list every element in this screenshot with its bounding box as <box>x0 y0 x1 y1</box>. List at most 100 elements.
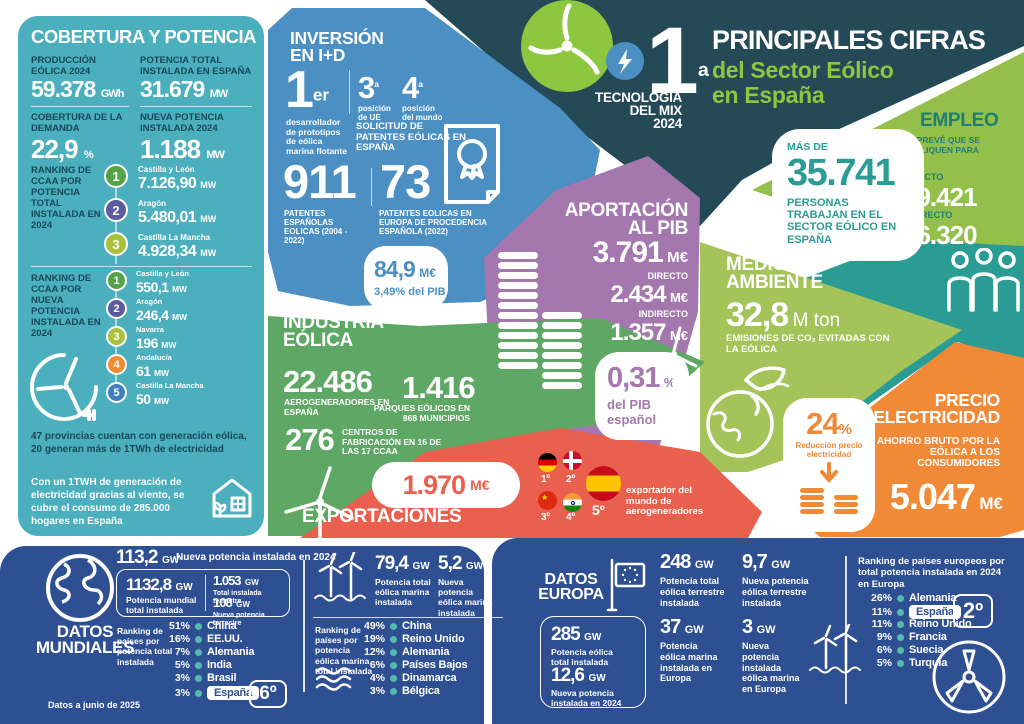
mundiales-ranking-label: Ranking de países por potencia total ins… <box>117 626 173 667</box>
industria-title: INDUSTRIA EÓLICA <box>283 312 384 352</box>
dot-icon <box>897 646 904 654</box>
divider <box>303 560 305 692</box>
mundiales-terr-nueva: 108 GW Nueva potencia terrestre <box>213 595 265 628</box>
turbine-circle-icon <box>930 638 1008 716</box>
mundiales-total: 1132,8 GW <box>126 575 193 594</box>
spain-europe-rank-badge: 2º <box>953 594 993 628</box>
mundiales-nueva-label: Nueva potencia instalada en 2024 <box>176 552 336 563</box>
dot-icon <box>390 622 397 630</box>
divider <box>31 266 252 267</box>
flag-espana <box>586 466 621 501</box>
ranking-item: Aragón 5.480,01 MW <box>138 199 217 226</box>
stat-value: 1.188 MW <box>140 134 225 164</box>
europa-marina-total: 37 GW Potencia eólica marina instalada e… <box>660 616 718 684</box>
export-text: exportador del mundo de aerogeneradores <box>626 485 704 518</box>
export-bubble: 1.970 M€ <box>372 462 520 508</box>
mix-caption: TECNOLOGÍA DEL MIX 2024 <box>595 90 682 131</box>
ranking-total-label: RANKING DE CCAA POR POTENCIA TOTAL INSTA… <box>31 165 101 231</box>
ranking-row: 4% Dinamarca <box>369 672 457 684</box>
ranking-row: 51% China <box>168 620 237 632</box>
turbine-outline-icon <box>642 320 706 390</box>
ranking-row: 9% Francia <box>876 631 947 643</box>
divider <box>349 70 350 114</box>
precio-value: 5.047 M€ <box>889 476 1003 517</box>
europa-title: DATOS EUROPA <box>538 571 604 604</box>
rank-circle-3: 3 <box>104 232 128 256</box>
precio-text: AHORRO BRUTO POR LA EÓLICA A LOS CONSUMI… <box>876 436 1000 470</box>
turbine-outline-icon <box>278 458 362 546</box>
mundiales-box: 1132,8 GW Potencia mundial total instala… <box>116 569 290 627</box>
precio-bubble-value: 24% <box>806 406 852 441</box>
rank-circle-2: 2 <box>106 298 127 319</box>
dot-icon <box>897 633 904 641</box>
inversion-title: INVERSIÓN EN I+D <box>290 28 384 65</box>
ranking-row: 3% Brasil <box>174 672 237 684</box>
ranking-item: Castilla La Mancha 50 MW <box>136 381 204 407</box>
medio-title: MEDIO AMBIENTE <box>726 254 823 294</box>
flag-rank: 2º <box>566 474 576 485</box>
ranking-row: 6% Suecia <box>876 644 944 656</box>
ranking-nueva-label: RANKING DE CCAA POR NUEVA POTENCIA INSTA… <box>31 273 101 339</box>
inversion-third: 3ª posición de UE <box>358 70 391 122</box>
europa-box: 285 GW Potencia eólica total instalada 1… <box>540 616 646 708</box>
stat-value: 59.378 GWh <box>31 76 124 102</box>
flag-rank: 4º <box>566 512 576 523</box>
stat-value: 22,9 % <box>31 134 94 164</box>
pib-directo: 2.434 M€ <box>610 281 688 308</box>
ranking-row-espana: 11% España <box>862 605 961 619</box>
wind-turbine-icon <box>528 3 600 75</box>
ranking-row: 26% Alemania <box>870 592 957 604</box>
rank-circle-1: 1 <box>106 270 127 291</box>
europa-box-nueva: 12,6 GW Nueva potencia instalada en 2024 <box>551 665 622 709</box>
pib-total: 3.791 M€ <box>592 236 688 269</box>
ranking-item: Andalucía 61 MW <box>136 353 172 379</box>
note-hogares: Con un 1TWH de generación de electricida… <box>31 477 185 527</box>
patentes-label: SOLICITUD DE PATENTES EÓLICAS EN ESPAÑA <box>356 121 466 154</box>
industria-stat3-value: 276 <box>285 422 335 457</box>
europa-terr-nueva: 9,7 GW Nueva potencia eólica terrestre i… <box>742 551 809 608</box>
empleo-indirecto-label: INDIRECTO <box>903 210 953 220</box>
pib-indirecto-label: INDIRECTO <box>638 309 688 319</box>
stat-value: 31.679 MW <box>140 76 228 102</box>
inversion-first-text: desarrollador de prototipos de eólica ma… <box>286 117 347 156</box>
eu-flag-icon <box>604 558 648 612</box>
note-provincias: 47 provincias cuentan con generación eól… <box>31 431 247 455</box>
divider <box>371 168 372 206</box>
precio-bubble: 24% Reducción precio electricidad <box>783 398 875 532</box>
medio-text: EMISIONES DE CO₂ EVITADAS CON LA EÓLICA <box>726 333 890 355</box>
stat-label: PRODUCCIÓN EÓLICA 2024 <box>31 55 96 77</box>
precio-title: PRECIO ELECTRICIDAD <box>873 390 1000 427</box>
patentes-es-value: 911 <box>283 155 357 208</box>
cobertura-panel: COBERTURA Y POTENCIA PRODUCCIÓN EÓLICA 2… <box>18 16 264 536</box>
ranking-item: Navarra 196 MW <box>136 325 177 351</box>
marina-total: 79,4 GW Potencia total eólica marina ins… <box>375 553 431 608</box>
patentes-eu-value: 73 <box>380 155 431 208</box>
header-rank: 1ª <box>646 8 709 114</box>
empleo-bubble: MÁS DE 35.741 PERSONAS TRABAJAN EN EL SE… <box>772 129 924 261</box>
flag-rank: 1º <box>541 474 551 485</box>
waves-icon <box>315 666 359 692</box>
industria-stat2-label: PARQUES EÓLICOS EN 868 MUNICIPIOS <box>373 403 470 423</box>
stat-label: COBERTURA DE LA DEMANDA <box>31 112 123 134</box>
rank-circle-3: 3 <box>106 326 127 347</box>
empleo-bubble-pre: MÁS DE <box>787 141 828 153</box>
ranking-row: 19% Reino Unido <box>363 633 465 645</box>
dot-icon <box>195 622 202 630</box>
dot-icon <box>897 594 904 602</box>
dot-icon <box>390 661 397 669</box>
people-group-icon <box>944 248 1020 312</box>
pib-bubble-value: 0,31 % <box>607 362 676 394</box>
lightning-icon <box>618 49 632 74</box>
bar-europa <box>492 538 1024 724</box>
ranking-item: Castilla y León 7.126,90 MW <box>138 165 217 192</box>
pib-directo-label: DIRECTO <box>647 271 688 281</box>
empleo-bubble-value: 35.741 <box>787 151 896 194</box>
rank-circle-4: 4 <box>106 354 127 375</box>
rank-circle-2: 2 <box>104 198 128 222</box>
inversion-bubble-text: 3,49% del PIB <box>374 286 446 298</box>
empleo-title: EMPLEO <box>920 110 999 131</box>
coins-arrow-icon <box>800 461 858 514</box>
flag-rank: 5º <box>592 502 605 518</box>
offshore-turbines-icon <box>808 624 864 676</box>
earth-leaf-icon <box>700 356 800 464</box>
